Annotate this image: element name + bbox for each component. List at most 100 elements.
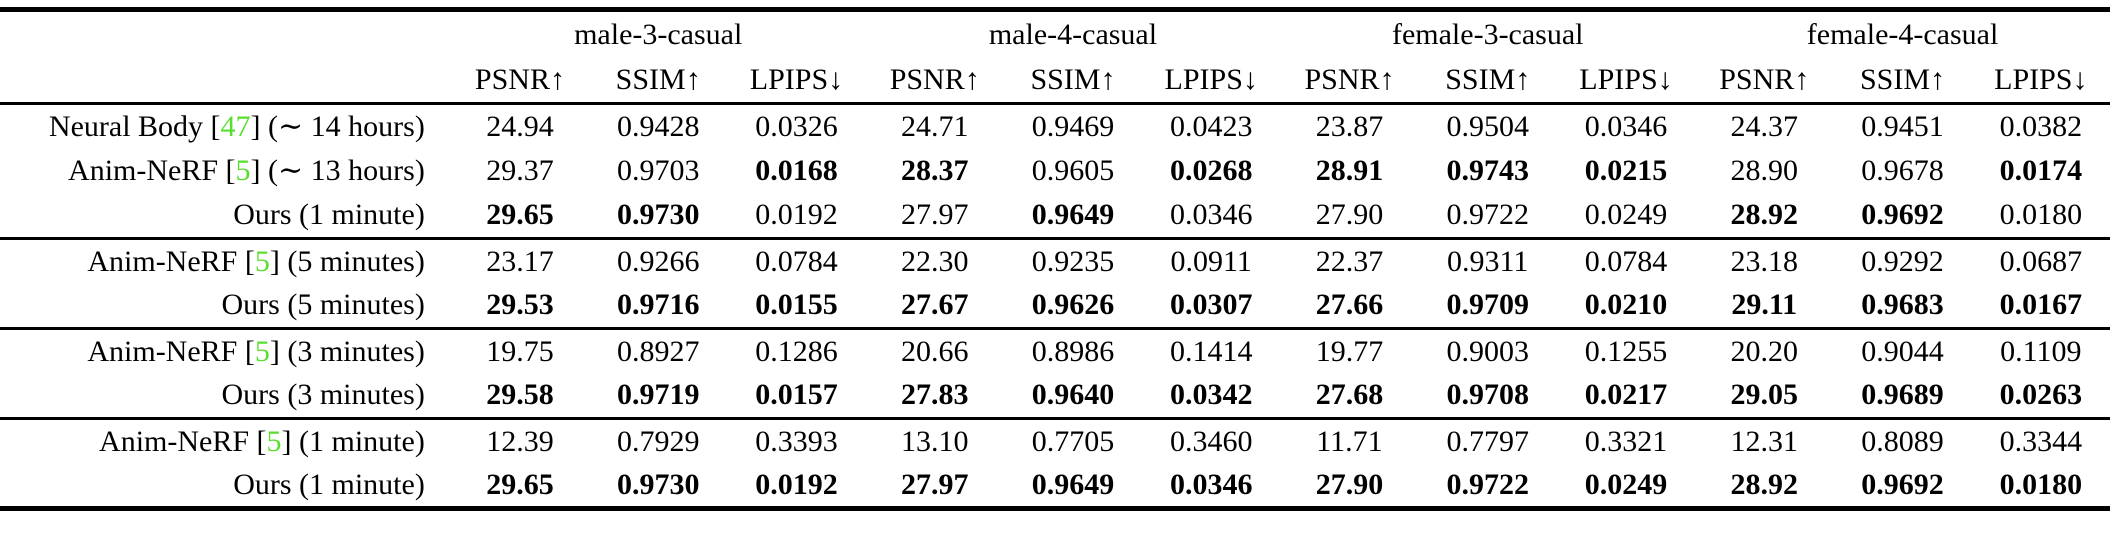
metric-value: 28.92	[1730, 198, 1799, 232]
metric-value: 0.9428	[589, 102, 728, 149]
metric-value: 0.9719	[616, 378, 700, 412]
method-label: Anim-NeRF [5] (5 minutes)	[0, 237, 451, 284]
table-row: Anim-NeRF [5] (1 minute) 12.39 0.7929 0.339…	[0, 417, 2110, 464]
metric-value: 24.94	[450, 102, 590, 149]
metric-value: 0.9692	[1861, 198, 1944, 232]
method-name-text: Ours (1 minute)	[233, 198, 425, 232]
metric-value: 0.9689	[1861, 378, 1944, 412]
metric-value: 0.0307	[1169, 288, 1253, 322]
metric-value: 0.0342	[1169, 378, 1253, 412]
metric-value: 0.9044	[1833, 327, 1972, 374]
table-row: Ours (3 minutes) 29.58 0.9719 0.0157 27.83 0.…	[0, 374, 2110, 419]
citation-link[interactable]: 47	[220, 109, 251, 143]
table-row: Neural Body [47] (∼ 14 hours) 24.94 0.9428…	[0, 102, 2110, 149]
metric-value: 0.0249	[1584, 198, 1668, 232]
metric-value: 0.0784	[727, 237, 866, 284]
metric-value: 0.9678	[1861, 154, 1944, 187]
metric-value: 0.9605	[1031, 154, 1115, 187]
metric-value: 0.9311	[1418, 237, 1557, 284]
metric-value: 27.66	[1315, 288, 1384, 322]
metric-value: 0.3344	[1971, 417, 2110, 464]
corner-cell-2	[0, 57, 451, 104]
method-name-text: Anim-NeRF [	[87, 244, 255, 278]
metric-value: 0.0784	[1556, 237, 1696, 284]
subject-header-male-4-casual: male-4-casual	[988, 17, 1158, 51]
metric-value: 0.0215	[1584, 154, 1668, 187]
method-label-suffix: ] (1 minute)	[281, 424, 425, 458]
metric-header-row: PSNR↑ SSIM↑ LPIPS↓ PSNR↑ SSIM↑ LPIPS↓ PS…	[0, 57, 2110, 104]
metric-value: 29.65	[486, 467, 554, 501]
metric-value: 0.0157	[755, 378, 838, 412]
metric-value: 0.0346	[1169, 467, 1253, 501]
method-name-text: Ours (5 minutes)	[221, 288, 425, 322]
method-label: Anim-NeRF [5] (∼ 13 hours)	[0, 149, 451, 194]
metric-value: 0.0346	[1169, 198, 1253, 232]
metric-value: 0.9003	[1418, 327, 1557, 374]
metric-value: 12.39	[450, 417, 590, 464]
metric-value: 0.8986	[1003, 327, 1143, 374]
method-name-text: Ours (1 minute)	[233, 467, 425, 501]
method-label-suffix: ] (∼ 13 hours)	[250, 154, 425, 187]
metric-value: 0.3460	[1142, 417, 1281, 464]
metric-value: 0.0180	[1999, 198, 2083, 232]
table-row: Ours (1 minute) 29.65 0.9730 0.0192 27.97 0.9…	[0, 464, 2110, 509]
metric-value: 0.7797	[1418, 417, 1557, 464]
method-label-suffix: ] (3 minutes)	[269, 334, 425, 368]
table-row: Ours (5 minutes) 29.53 0.9716 0.0155 27.67 0.…	[0, 284, 2110, 329]
metric-value: 0.1255	[1556, 327, 1696, 374]
method-label: Anim-NeRF [5] (1 minute)	[0, 417, 451, 464]
metric-value: 0.9292	[1833, 237, 1972, 284]
metric-value: 12.31	[1695, 417, 1834, 464]
method-label-suffix: ] (5 minutes)	[269, 244, 425, 278]
metric-value: 0.9743	[1446, 154, 1529, 187]
result-group-3: Anim-NeRF [5] (3 minutes) 19.75 0.8927 0.12…	[0, 327, 2110, 419]
metric-value: 0.0263	[1999, 378, 2083, 412]
subject-header-female-4-casual: female-4-casual	[1806, 17, 1999, 51]
quantitative-results-table: male-3-casual male-4-casual female-3-cas…	[0, 7, 2110, 511]
metric-value: 0.0268	[1169, 154, 1253, 187]
citation-link[interactable]: 5	[235, 154, 251, 187]
metric-value: 0.0326	[727, 102, 866, 149]
metric-header-ssim: SSIM↑	[615, 62, 701, 96]
metric-value: 29.53	[486, 288, 554, 322]
citation-link[interactable]: 5	[254, 334, 270, 368]
metric-value: 0.9722	[1446, 198, 1529, 232]
metric-value: 0.0180	[1999, 467, 2083, 501]
metric-value: 0.9469	[1003, 102, 1143, 149]
subject-header-row: male-3-casual male-4-casual female-3-cas…	[0, 10, 2110, 58]
metric-header-ssim: SSIM↑	[1030, 62, 1116, 96]
metric-value: 0.9626	[1031, 288, 1115, 322]
metric-value: 0.9683	[1861, 288, 1944, 322]
table-row: Ours (1 minute) 29.65 0.9730 0.0192 27.97 0.9…	[0, 194, 2110, 239]
metric-value: 29.11	[1731, 288, 1798, 322]
metric-value: 23.17	[450, 237, 590, 284]
method-label: Ours (1 minute)	[0, 464, 451, 509]
table-row: Anim-NeRF [5] (∼ 13 hours) 29.37 0.9703 0.0…	[0, 149, 2110, 194]
metric-value: 0.0217	[1584, 378, 1668, 412]
metric-value: 29.37	[486, 154, 554, 187]
metric-value: 27.83	[900, 378, 969, 412]
method-label: Ours (3 minutes)	[0, 374, 451, 419]
metric-value: 0.1286	[727, 327, 866, 374]
metric-value: 22.30	[865, 237, 1004, 284]
metric-value: 27.68	[1315, 378, 1384, 412]
method-name-text: Anim-NeRF [	[87, 334, 255, 368]
table-row: Anim-NeRF [5] (3 minutes) 19.75 0.8927 0.12…	[0, 327, 2110, 374]
method-label-suffix: ] (∼ 14 hours)	[250, 109, 425, 143]
metric-value: 20.66	[865, 327, 1004, 374]
subject-header-female-3-casual: female-3-casual	[1391, 17, 1584, 51]
metric-value: 0.3321	[1556, 417, 1696, 464]
metric-value: 0.9703	[616, 154, 700, 187]
metric-value: 0.0168	[755, 154, 838, 187]
citation-link[interactable]: 5	[266, 424, 282, 458]
method-label: Ours (5 minutes)	[0, 284, 451, 329]
metric-value: 28.90	[1730, 154, 1799, 187]
metric-value: 0.0192	[755, 467, 838, 501]
metric-value: 28.37	[900, 154, 969, 187]
metric-value: 0.0167	[1999, 288, 2083, 322]
metric-value: 29.05	[1730, 378, 1799, 412]
metric-value: 27.90	[1315, 467, 1384, 501]
metric-header-lpips: LPIPS↓	[1994, 62, 2088, 96]
citation-link[interactable]: 5	[254, 244, 270, 278]
metric-value: 28.92	[1730, 467, 1799, 501]
